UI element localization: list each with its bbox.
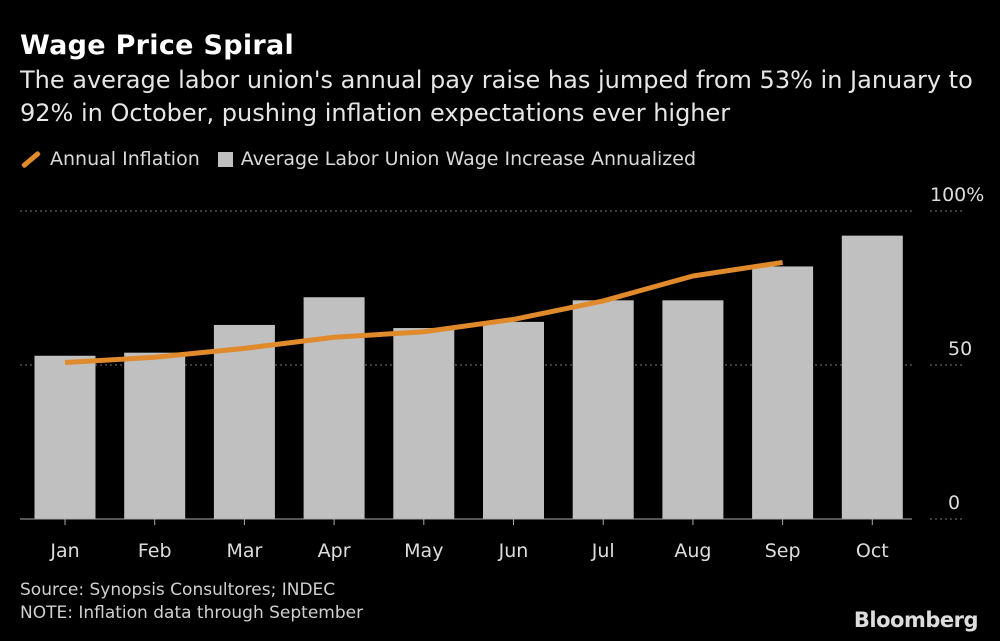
footnote: NOTE: Inflation data through September <box>20 603 364 623</box>
x-tick-label: Jan <box>49 540 79 562</box>
x-tick-label: May <box>404 540 443 562</box>
source-note: Source: Synopsis Consultores; INDEC <box>20 580 336 600</box>
legend: Annual Inflation Average Labor Union Wag… <box>20 148 714 170</box>
bar-sep <box>752 266 814 519</box>
bar-feb <box>124 352 186 519</box>
legend-label: Average Labor Union Wage Increase Annual… <box>240 148 697 170</box>
legend-item-wage: Average Labor Union Wage Increase Annual… <box>217 148 697 170</box>
x-tick-label: Aug <box>674 540 711 562</box>
legend-label: Annual Inflation <box>50 148 200 170</box>
bar-aug <box>662 300 724 519</box>
chart-title: Wage Price Spiral <box>20 30 295 61</box>
x-tick-label: Apr <box>318 540 351 562</box>
bar-jan <box>34 355 96 519</box>
chart-subtitle: The average labor union's annual pay rai… <box>20 66 973 127</box>
bar-apr <box>303 297 365 519</box>
inflation-line <box>64 259 783 366</box>
x-tick-label: Mar <box>226 540 262 562</box>
bloomberg-logo: Bloomberg <box>853 608 979 632</box>
y-tick-label: 0 <box>948 492 960 514</box>
bar-jul <box>572 300 634 519</box>
x-tick-label: Jul <box>591 540 615 562</box>
bar-oct <box>841 235 903 519</box>
y-tick-label: 50 <box>948 338 972 360</box>
legend-item-inflation: Annual Inflation <box>20 148 200 170</box>
x-tick-label: Oct <box>856 540 889 562</box>
bar-mar <box>213 324 275 519</box>
bar-jun <box>483 321 544 519</box>
bar-may <box>393 328 455 519</box>
x-tick-label: Jun <box>498 540 529 562</box>
bar-swatch-icon <box>217 151 233 167</box>
x-tick-label: Feb <box>138 540 172 562</box>
x-tick-label: Sep <box>765 540 801 562</box>
y-tick-label: 100% <box>930 184 984 206</box>
